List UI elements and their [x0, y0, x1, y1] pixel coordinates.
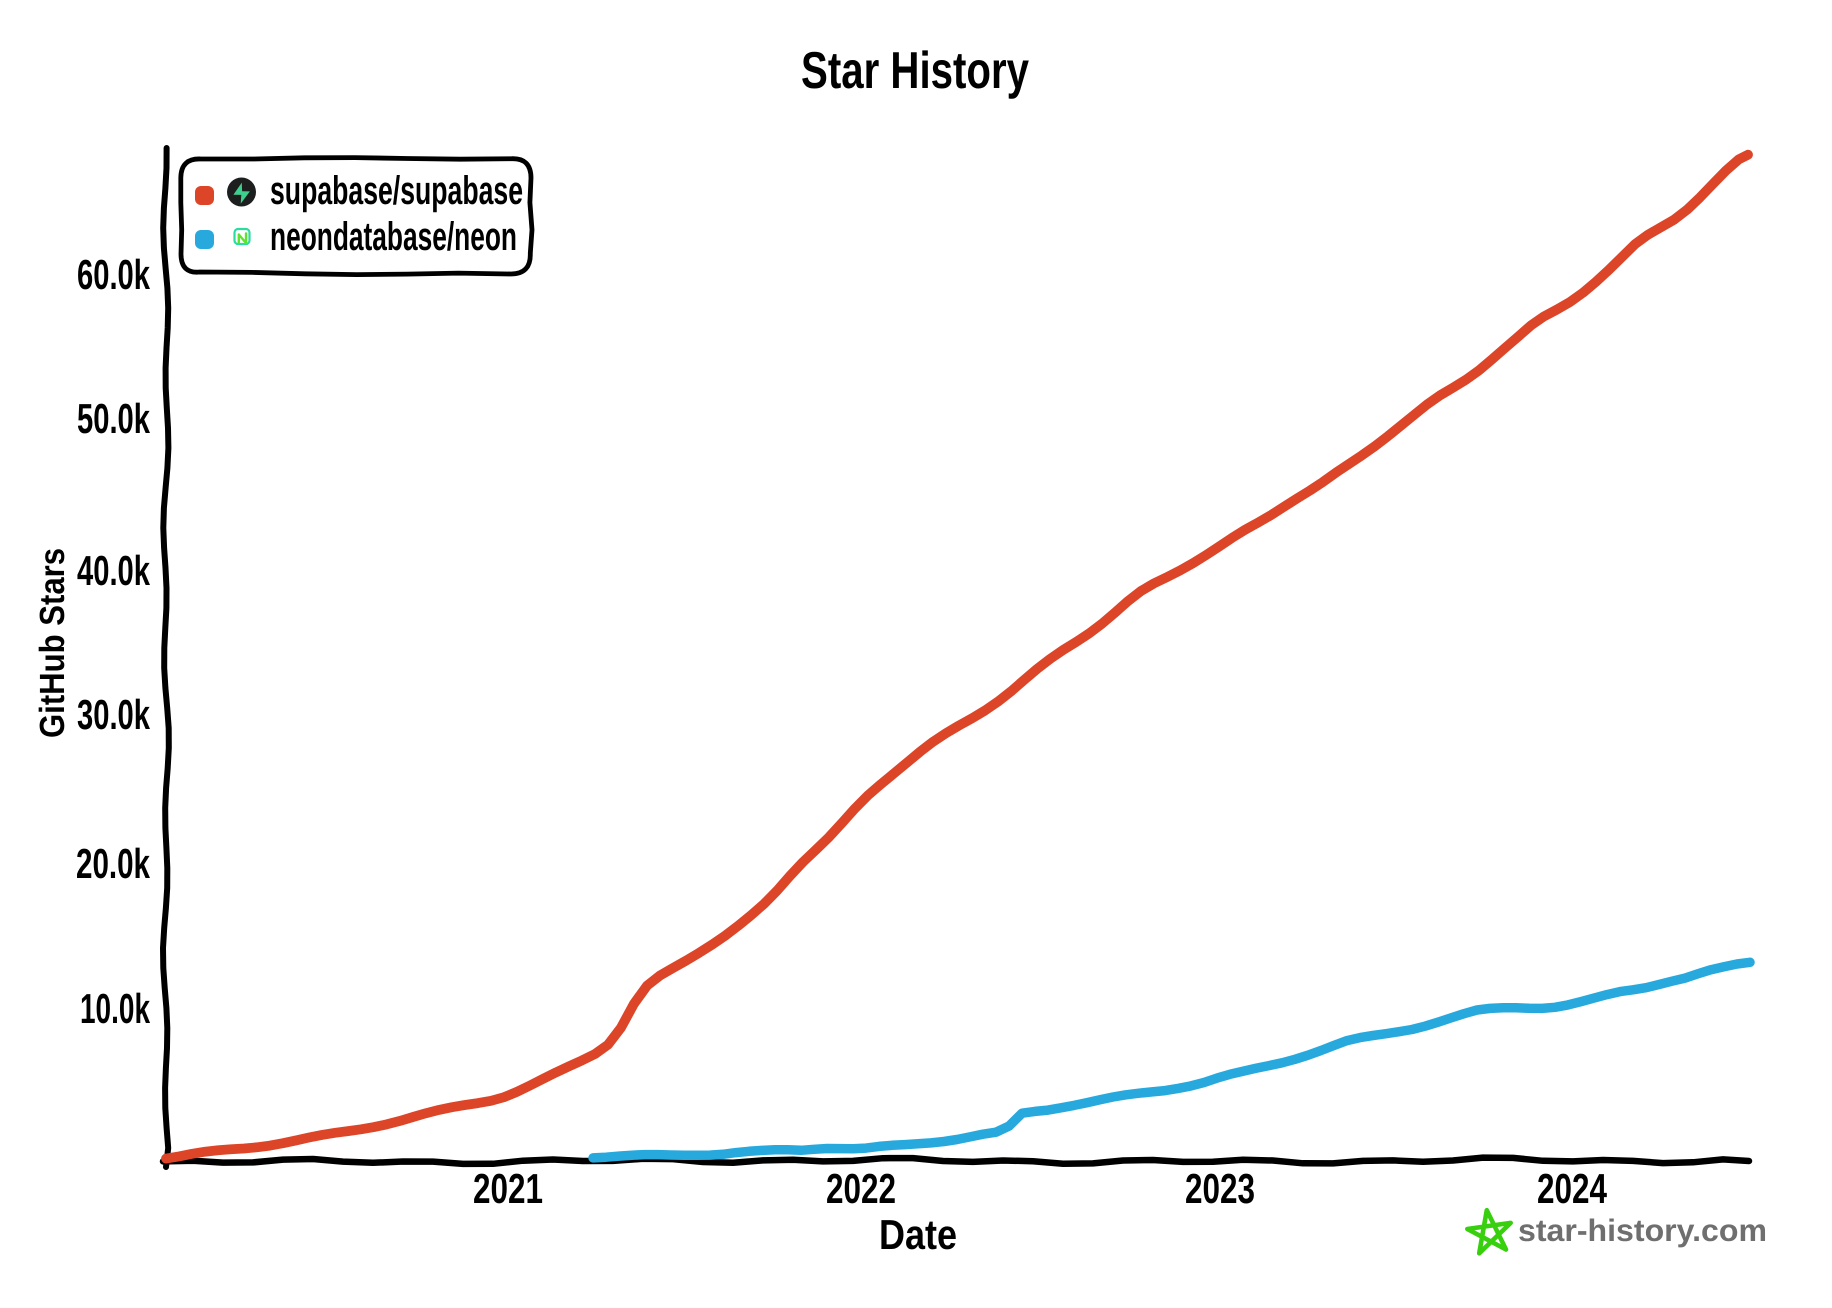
svg-text:20.0k: 20.0k — [76, 840, 150, 887]
svg-text:10.0k: 10.0k — [80, 985, 150, 1032]
svg-text:30.0k: 30.0k — [77, 691, 150, 738]
svg-text:2021: 2021 — [473, 1165, 543, 1212]
svg-text:Date: Date — [879, 1211, 957, 1258]
svg-text:star-history.com: star-history.com — [1518, 1213, 1767, 1248]
svg-text:neondatabase/neon: neondatabase/neon — [270, 215, 517, 259]
svg-text:2023: 2023 — [1185, 1165, 1255, 1212]
svg-text:40.0k: 40.0k — [77, 547, 150, 594]
svg-text:2024: 2024 — [1537, 1165, 1607, 1212]
svg-text:Star History: Star History — [801, 42, 1029, 100]
svg-text:60.0k: 60.0k — [77, 251, 150, 298]
svg-text:supabase/supabase: supabase/supabase — [270, 169, 523, 213]
svg-text:GitHub Stars: GitHub Stars — [33, 548, 72, 738]
svg-text:50.0k: 50.0k — [77, 395, 150, 442]
svg-text:2022: 2022 — [826, 1165, 896, 1212]
